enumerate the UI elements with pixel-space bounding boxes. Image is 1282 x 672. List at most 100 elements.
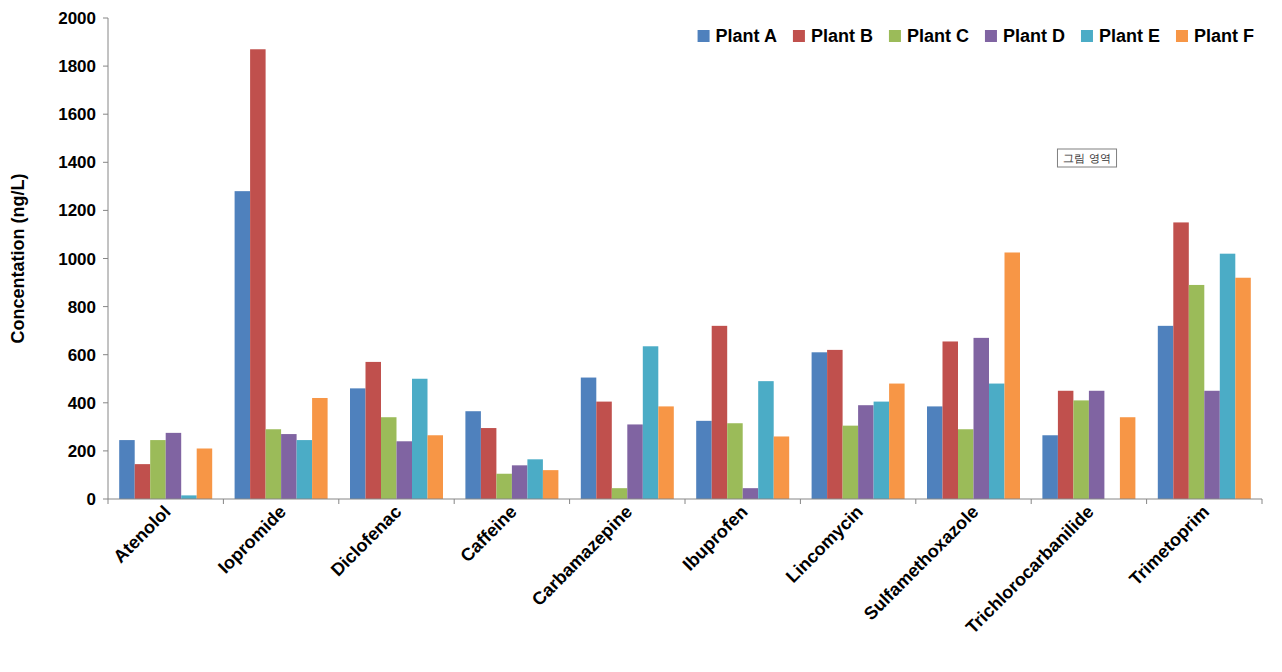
bar bbox=[843, 426, 859, 499]
legend-swatch bbox=[985, 30, 997, 42]
bar bbox=[1173, 222, 1189, 499]
bar bbox=[989, 384, 1005, 499]
x-tick bbox=[1262, 499, 1263, 504]
bar bbox=[1220, 254, 1236, 499]
y-tick bbox=[103, 306, 108, 307]
y-tick bbox=[103, 162, 108, 163]
x-tick bbox=[915, 499, 916, 504]
bar bbox=[150, 440, 166, 499]
x-tick-label: Carbamazepine bbox=[528, 502, 636, 610]
x-tick-label: Ibuprofen bbox=[679, 502, 752, 575]
bar bbox=[1089, 391, 1105, 499]
bar bbox=[197, 448, 213, 499]
bar bbox=[1235, 278, 1251, 499]
x-tick bbox=[223, 499, 224, 504]
bar bbox=[627, 424, 643, 499]
bar bbox=[235, 191, 251, 499]
bar bbox=[727, 423, 743, 499]
legend-item: Plant E bbox=[1081, 26, 1160, 46]
y-tick bbox=[103, 210, 108, 211]
bar bbox=[1158, 326, 1174, 499]
x-tick bbox=[454, 499, 455, 504]
y-tick-label: 800 bbox=[68, 298, 96, 317]
y-tick-label: 200 bbox=[68, 442, 96, 461]
y-tick-label: 1400 bbox=[58, 153, 96, 172]
bar bbox=[297, 440, 313, 499]
bar bbox=[743, 488, 759, 499]
bar bbox=[1204, 391, 1220, 499]
legend-item: Plant C bbox=[889, 26, 969, 46]
bar bbox=[266, 429, 282, 499]
legend-label: Plant E bbox=[1099, 26, 1160, 46]
y-tick bbox=[103, 66, 108, 67]
annotation-box bbox=[1057, 149, 1116, 167]
legend: Plant A Plant B Plant C Plant D Plant E Plant… bbox=[698, 26, 1254, 46]
x-tick-label: Caffeine bbox=[456, 502, 520, 566]
x-tick bbox=[569, 499, 570, 504]
bar bbox=[581, 378, 597, 499]
y-axis-label: Concentation (ng/L) bbox=[8, 174, 28, 344]
bar bbox=[1058, 391, 1074, 499]
y-tick bbox=[103, 258, 108, 259]
bar bbox=[889, 384, 905, 499]
bar bbox=[135, 464, 151, 499]
x-tick bbox=[800, 499, 801, 504]
y-tick-label: 600 bbox=[68, 346, 96, 365]
bar bbox=[1073, 400, 1089, 499]
bar bbox=[281, 434, 297, 499]
y-tick bbox=[103, 402, 108, 403]
bar bbox=[397, 441, 413, 499]
bar bbox=[612, 488, 628, 499]
x-tick bbox=[108, 499, 109, 504]
legend-item: Plant F bbox=[1176, 26, 1254, 46]
bar bbox=[827, 350, 843, 499]
legend-swatch bbox=[1081, 30, 1093, 42]
bar bbox=[527, 459, 543, 499]
x-tick bbox=[1146, 499, 1147, 504]
x-tick-label: Atenolol bbox=[109, 502, 174, 567]
legend-item: Plant B bbox=[793, 26, 873, 46]
bar bbox=[312, 398, 328, 499]
bar bbox=[465, 411, 481, 499]
bar bbox=[512, 465, 528, 499]
x-tick-label: Diclofenac bbox=[327, 502, 406, 581]
bar bbox=[758, 381, 774, 499]
bar bbox=[428, 435, 444, 499]
bar bbox=[381, 417, 397, 499]
y-tick-label: 0 bbox=[87, 490, 96, 509]
x-tick bbox=[338, 499, 339, 504]
y-tick bbox=[103, 354, 108, 355]
bar bbox=[496, 474, 512, 499]
x-tick bbox=[1031, 499, 1032, 504]
y-tick bbox=[103, 450, 108, 451]
y-tick-label: 2000 bbox=[58, 9, 96, 28]
legend-label: Plant B bbox=[811, 26, 873, 46]
x-tick-label: Lincomycin bbox=[782, 502, 867, 587]
y-tick bbox=[103, 499, 108, 500]
x-tick bbox=[685, 499, 686, 504]
annotation-text: 그림 영역 bbox=[1063, 152, 1110, 164]
bar bbox=[1189, 285, 1205, 499]
bar bbox=[858, 405, 874, 499]
legend-label: Plant F bbox=[1194, 26, 1254, 46]
bars bbox=[119, 49, 1251, 499]
bar bbox=[812, 352, 828, 499]
bar bbox=[412, 379, 428, 499]
chart: 0200400600800100012001400160018002000Ate… bbox=[0, 0, 1282, 672]
bar bbox=[643, 346, 659, 499]
bar bbox=[696, 421, 712, 499]
bar bbox=[181, 495, 197, 499]
bar bbox=[943, 341, 959, 499]
x-tick-label: Sulfamethoxazole bbox=[860, 502, 982, 624]
legend-item: Plant A bbox=[698, 26, 777, 46]
bar bbox=[350, 388, 366, 499]
y-tick-label: 1200 bbox=[58, 201, 96, 220]
bar bbox=[658, 406, 674, 499]
bar bbox=[119, 440, 135, 499]
x-tick-label: Iopromide bbox=[214, 502, 290, 578]
legend-item: Plant D bbox=[985, 26, 1065, 46]
bar bbox=[166, 433, 182, 499]
bar bbox=[543, 470, 559, 499]
legend-swatch bbox=[889, 30, 901, 42]
legend-swatch bbox=[1176, 30, 1188, 42]
